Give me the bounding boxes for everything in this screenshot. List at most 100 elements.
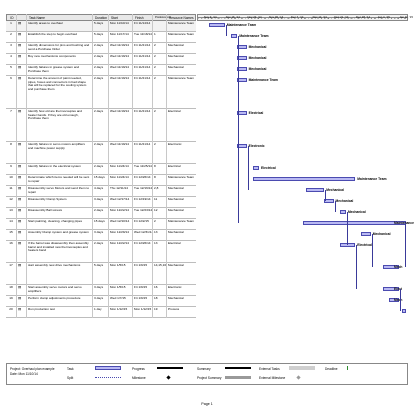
legend-project: Project: Overhaul plan example xyxy=(10,367,55,371)
task-bar[interactable] xyxy=(383,287,399,291)
task-duration: 3 days xyxy=(94,297,104,300)
week-label: Dec 21, '14 xyxy=(334,15,349,19)
task-resource: Mechanical xyxy=(168,231,184,234)
task-finish: Fri 11/21/14 xyxy=(134,110,151,113)
deadline-icon xyxy=(347,366,350,370)
week-label: Dec 28, '14 xyxy=(356,15,371,19)
legend-date: Date: Mon 11/10/14 xyxy=(10,372,38,376)
task-start: Mon 12/22/14 xyxy=(110,209,129,212)
dependency-link xyxy=(346,212,348,245)
task-predecessors: 13 xyxy=(154,242,158,245)
table-row[interactable]: 18 Start assembly servo motors and servo … xyxy=(6,285,196,296)
task-start: Wed 11/19/14 xyxy=(110,66,129,69)
task-bar[interactable] xyxy=(339,210,346,214)
table-row[interactable]: 11 Disassembly servo Motors and send them… xyxy=(6,186,196,197)
task-bar[interactable] xyxy=(237,78,247,82)
task-id: 7 xyxy=(10,110,12,113)
task-bar-label: Electrical xyxy=(248,111,264,115)
legend-external-tasks-swatch xyxy=(289,366,315,370)
task-finish: Tue 12/23/14 xyxy=(134,209,153,212)
table-row[interactable]: 7 Identify how old are thermocouples and … xyxy=(6,109,196,142)
table-row[interactable]: 13 Disassembly Ball screws 2 days Mon 12/22… xyxy=(6,208,196,219)
table-row[interactable]: 17 start assembly new drive mechanisms 5 d… xyxy=(6,263,196,285)
column-divider xyxy=(92,14,93,318)
task-bar[interactable] xyxy=(237,56,247,60)
task-finish: Fri 12/26/14 xyxy=(134,176,151,179)
task-bar[interactable] xyxy=(231,34,238,38)
task-finish: Tue 11/18/14 xyxy=(134,33,152,36)
task-bar[interactable] xyxy=(402,309,406,313)
table-row[interactable]: 15 Assembly Clamp system and grease syste… xyxy=(6,230,196,241)
table-row[interactable]: 19 Perform clamp adjustments procedure 3 d… xyxy=(6,296,196,307)
task-bar[interactable] xyxy=(237,45,247,49)
page-number: Page 1 xyxy=(201,402,213,406)
task-duration: 2 days xyxy=(94,143,104,146)
table-row[interactable]: 8 Identify failures in servo motors ampli… xyxy=(6,142,196,164)
task-predecessors: 2 xyxy=(154,66,156,69)
task-resource: Maintenance Team xyxy=(168,176,195,179)
task-id: 4 xyxy=(10,55,12,58)
table-row[interactable]: 10 Determinate which items needed will be… xyxy=(6,175,196,186)
task-bar[interactable] xyxy=(209,23,225,27)
task-bar[interactable] xyxy=(252,177,356,181)
table-row[interactable]: 5 Identify failures in grease system and … xyxy=(6,65,196,76)
table-row[interactable]: 14 Start painting, cleaning, changing pip… xyxy=(6,219,196,230)
task-bar[interactable] xyxy=(389,298,399,302)
table-row[interactable]: 9 Identify failures in the electrical sys… xyxy=(6,164,196,175)
table-header: ID Task Name Duration Start Finish Prede… xyxy=(6,14,196,21)
task-bar[interactable] xyxy=(252,166,260,170)
legend-external-milestone-label: External Milestone xyxy=(259,376,286,380)
table-row[interactable]: 16 If the barrel was disassembly then ass… xyxy=(6,241,196,263)
dependency-link xyxy=(399,289,401,300)
task-info-icon: ▤ xyxy=(18,33,22,36)
dependency-link xyxy=(371,234,373,267)
task-info-icon: ▤ xyxy=(18,242,22,245)
task-name: Start painting, cleaning, changing pipes xyxy=(28,220,83,223)
table-row[interactable]: 3 Identify dimensions for pins and bushin… xyxy=(6,43,196,54)
dependency-link xyxy=(238,36,239,223)
header-start: Start xyxy=(111,16,118,20)
task-resource: Electrical xyxy=(168,110,181,113)
table-row[interactable]: 20 Run production test 1 day Mon 1/12/15 Mon… xyxy=(6,307,196,318)
task-bar[interactable] xyxy=(237,144,247,148)
task-bar[interactable] xyxy=(237,111,247,115)
task-bar[interactable] xyxy=(237,67,247,71)
task-bar[interactable] xyxy=(305,188,325,192)
task-duration: 5 days xyxy=(94,33,104,36)
task-predecessors: 2 xyxy=(154,44,156,47)
task-duration: 2 days xyxy=(94,55,104,58)
task-id: 18 xyxy=(9,286,13,289)
table-row[interactable]: 6 Determine the amount of paint needed, p… xyxy=(6,76,196,109)
task-bar[interactable] xyxy=(383,265,399,269)
task-predecessors: 11 xyxy=(154,198,158,201)
task-bar[interactable] xyxy=(339,243,356,247)
task-bar-label: Maintenance Team xyxy=(357,177,387,181)
task-start: Wed 11/19/14 xyxy=(110,44,129,47)
column-divider xyxy=(152,14,153,318)
task-resource: Mechanical xyxy=(168,44,184,47)
task-finish: Tue 12/16/14 xyxy=(134,187,153,190)
task-bar[interactable] xyxy=(324,199,334,203)
table-row[interactable]: 1 Identify areas to overhaul 5 days Mon 11/… xyxy=(6,21,196,32)
task-duration: 15 days xyxy=(94,176,105,179)
task-bar-label: Mech xyxy=(394,265,403,269)
task-bar[interactable] xyxy=(302,221,406,225)
task-duration: 3 days xyxy=(94,286,104,289)
task-name: Identify failures in the electrical syst… xyxy=(28,165,81,168)
column-divider xyxy=(108,14,109,318)
table-row[interactable]: 2 Establish the step to begin overhaul 5 d… xyxy=(6,32,196,43)
week-label: Dec 14, '14 xyxy=(312,15,327,19)
legend-external-tasks-label: External Tasks xyxy=(259,367,280,371)
task-finish: Mon 1/12/15 xyxy=(134,308,152,311)
task-info-icon: ▤ xyxy=(18,66,22,69)
dependency-link xyxy=(356,245,357,289)
table-row[interactable]: 12 Disassembly Clamp System 3 days Wed 12/1… xyxy=(6,197,196,208)
task-id: 19 xyxy=(9,297,13,300)
table-row[interactable]: 4 Buy new mechanisms components 2 days Wed … xyxy=(6,54,196,65)
task-duration: 2 days xyxy=(94,165,104,168)
task-start: Wed 1/7/15 xyxy=(110,297,126,300)
task-bar[interactable] xyxy=(361,232,371,236)
milestone-icon xyxy=(166,375,171,380)
task-name: Identify how old are thermocouples and h… xyxy=(28,110,83,121)
task-predecessors: 2 xyxy=(154,55,156,58)
